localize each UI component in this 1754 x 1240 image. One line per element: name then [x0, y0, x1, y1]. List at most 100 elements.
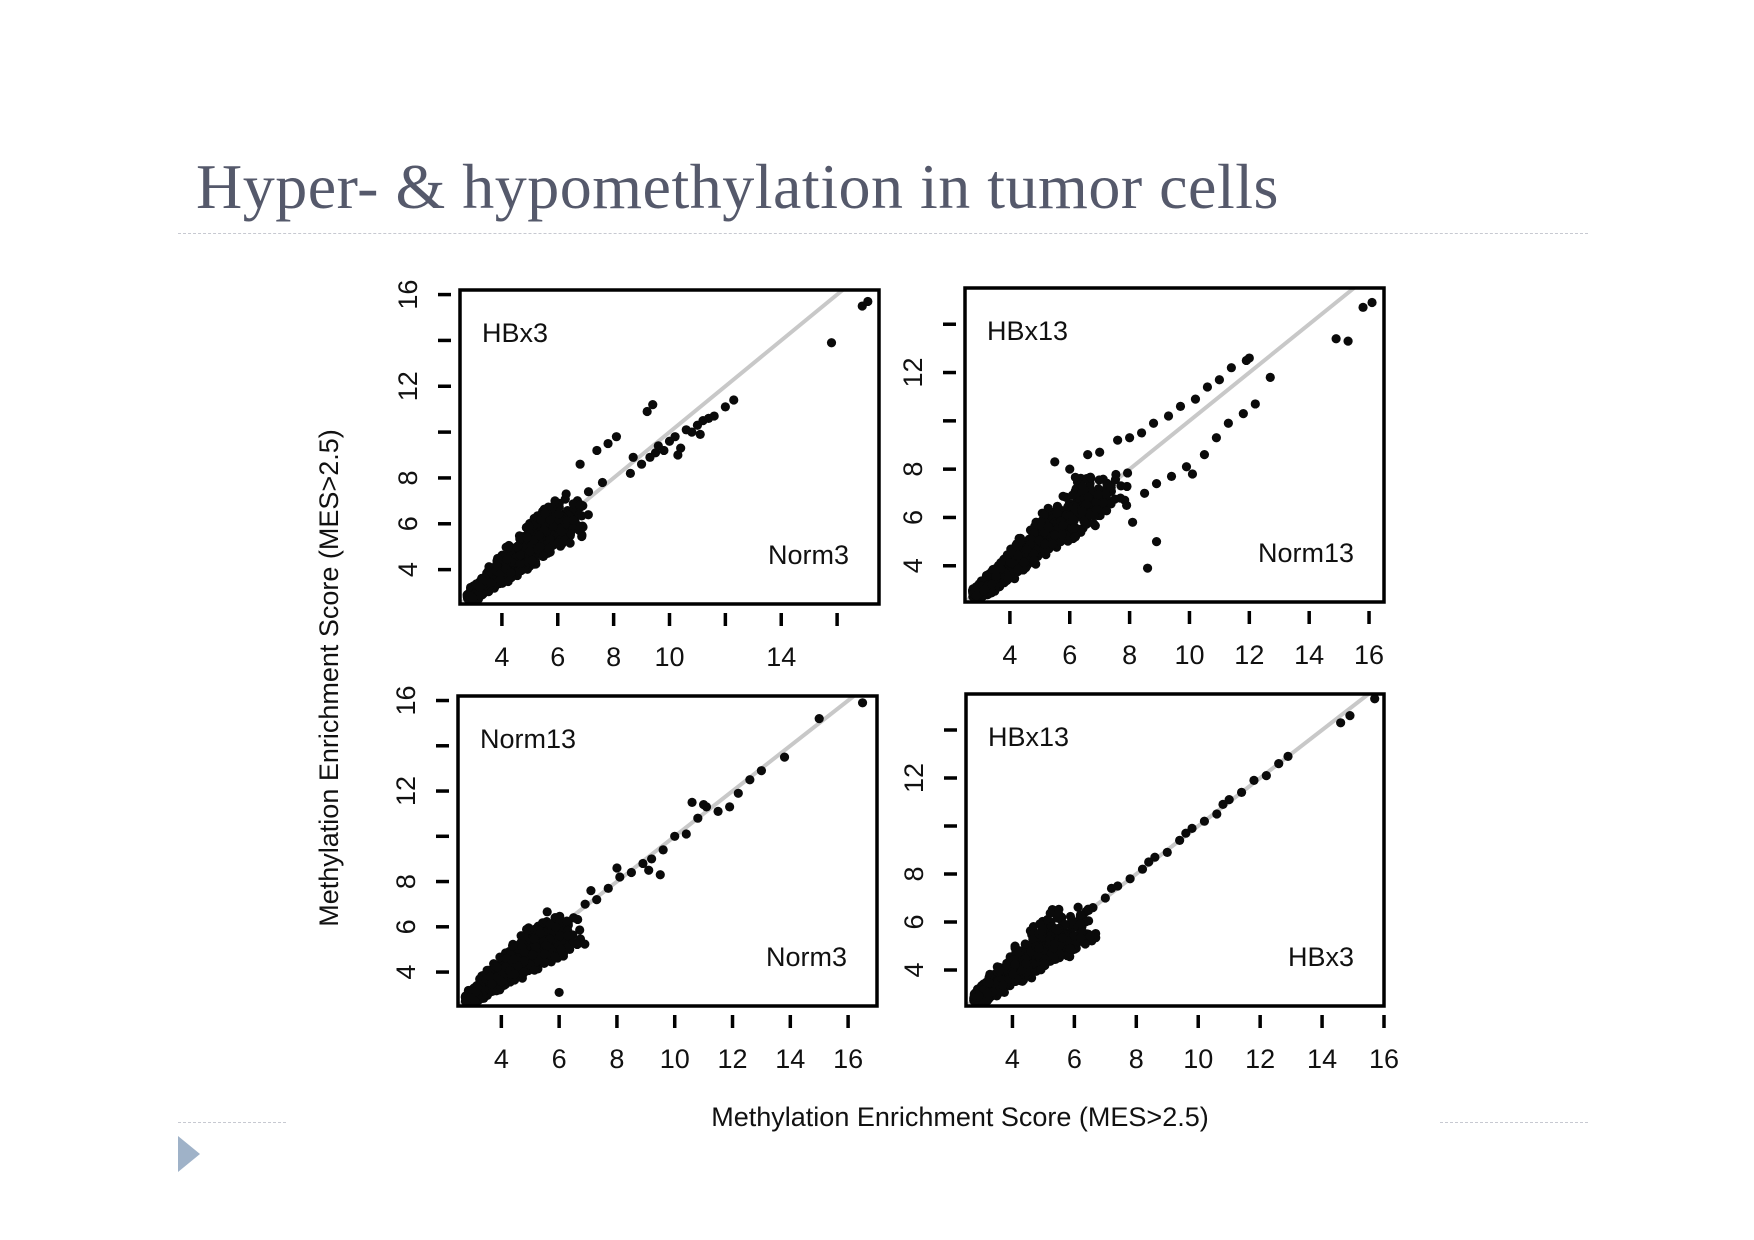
scatter-panel-bottom-right: 4 6 8 10 12 14 16 4 6 8 12 HBx13 HBx3: [899, 692, 1399, 1074]
data-point: [1106, 883, 1117, 894]
x-tick-label: 16: [1354, 640, 1384, 670]
data-point-cluster: [1070, 472, 1080, 482]
data-point-cluster: [1070, 532, 1080, 542]
data-point-cluster: [1093, 489, 1104, 500]
data-point-cluster: [1075, 933, 1086, 943]
data-point-cluster: [1058, 933, 1068, 943]
data-point-cluster: [556, 944, 566, 954]
data-point: [1224, 795, 1234, 805]
data-point: [644, 865, 654, 875]
data-point-cluster: [550, 952, 560, 962]
x-tick-label: 12: [1234, 640, 1264, 670]
data-point-cluster: [984, 978, 994, 988]
data-point-cluster: [538, 551, 549, 561]
x-tick-label: 8: [1122, 640, 1137, 670]
x-tick-label: 14: [766, 642, 796, 672]
data-point-cluster: [974, 991, 984, 1001]
data-point: [1214, 375, 1224, 385]
data-point: [603, 438, 613, 449]
data-point-cluster: [577, 531, 587, 542]
data-point-cluster: [1048, 539, 1058, 549]
data-point: [1065, 464, 1075, 474]
data-point: [1150, 852, 1160, 862]
x-tick-label: 10: [660, 1044, 690, 1074]
y-tick-label: 4: [899, 962, 929, 977]
x-tick-label: 10: [1183, 1044, 1213, 1074]
data-point: [655, 870, 665, 880]
data-point-cluster: [1106, 482, 1116, 493]
x-tick-label: 4: [1002, 640, 1017, 670]
data-point-cluster: [515, 550, 525, 560]
data-point-cluster: [533, 955, 544, 965]
data-point: [1151, 537, 1162, 547]
data-point-cluster: [1058, 491, 1068, 501]
data-point: [1142, 563, 1153, 573]
data-point-cluster: [1090, 521, 1100, 531]
y-tick-label: 6: [899, 914, 929, 929]
data-point: [676, 443, 686, 453]
data-point-cluster: [1077, 506, 1087, 516]
data-point-cluster: [1007, 558, 1017, 568]
x-tick-label: 6: [550, 642, 565, 672]
data-point: [1199, 450, 1210, 460]
x-tick-label: 14: [1294, 640, 1324, 670]
x-tick-label: 4: [1005, 1044, 1020, 1074]
y-tick-label: 6: [391, 919, 421, 934]
data-point: [699, 800, 709, 810]
data-point: [1181, 828, 1191, 838]
data-point-cluster: [1051, 924, 1061, 934]
data-point: [1181, 462, 1192, 472]
data-point-cluster: [1094, 475, 1104, 485]
data-point: [1100, 893, 1110, 903]
data-point: [592, 895, 602, 905]
data-point-cluster: [1073, 902, 1083, 912]
data-point: [1358, 302, 1368, 312]
data-point-cluster: [971, 590, 981, 601]
data-point-cluster: [1079, 485, 1089, 495]
data-point: [1088, 903, 1098, 913]
data-point-cluster: [577, 511, 587, 521]
data-point: [1211, 433, 1221, 443]
data-point-cluster: [535, 928, 545, 938]
plot-area: [965, 288, 1377, 602]
data-point-cluster: [1028, 934, 1038, 944]
scatter-panel-top-left: 4 6 8 10 14 4 6 8 12 16 HBx3 Norm3: [393, 280, 881, 672]
data-point: [1236, 787, 1247, 798]
data-point-cluster: [555, 931, 565, 941]
data-point: [1175, 835, 1185, 846]
x-tick-label: 4: [494, 642, 509, 672]
data-point: [1238, 409, 1248, 419]
x-tick-label: 10: [654, 642, 684, 672]
data-point: [1249, 775, 1259, 786]
y-tick-label: 16: [391, 686, 421, 716]
data-point-cluster: [1040, 539, 1050, 549]
title-divider: [178, 233, 1588, 234]
data-point-cluster: [1084, 916, 1094, 926]
x-tick-label: 10: [1174, 640, 1204, 670]
data-point-cluster: [529, 965, 540, 975]
panel-y-sample-label: HBx3: [482, 318, 548, 348]
data-point-cluster: [1091, 498, 1101, 508]
data-point: [575, 459, 585, 469]
data-point-cluster: [542, 941, 552, 951]
data-point: [1199, 816, 1210, 826]
data-point: [693, 813, 703, 823]
data-point-cluster: [545, 515, 555, 525]
x-tick-label: 6: [1062, 640, 1077, 670]
data-point-cluster: [485, 578, 496, 588]
data-point: [1125, 433, 1135, 443]
data-point-cluster: [1006, 547, 1016, 557]
data-point: [1202, 382, 1213, 392]
data-point-cluster: [1085, 472, 1096, 482]
data-point: [659, 445, 669, 456]
data-point: [1244, 353, 1254, 363]
data-point-cluster: [492, 553, 503, 564]
data-point: [648, 399, 658, 410]
data-point: [1144, 857, 1154, 867]
data-point: [1166, 471, 1177, 481]
data-point-cluster: [1101, 489, 1111, 499]
data-point-cluster: [506, 568, 516, 578]
data-point: [554, 987, 564, 998]
data-point-cluster: [1034, 943, 1044, 953]
panel-x-sample-label: Norm3: [766, 942, 847, 972]
